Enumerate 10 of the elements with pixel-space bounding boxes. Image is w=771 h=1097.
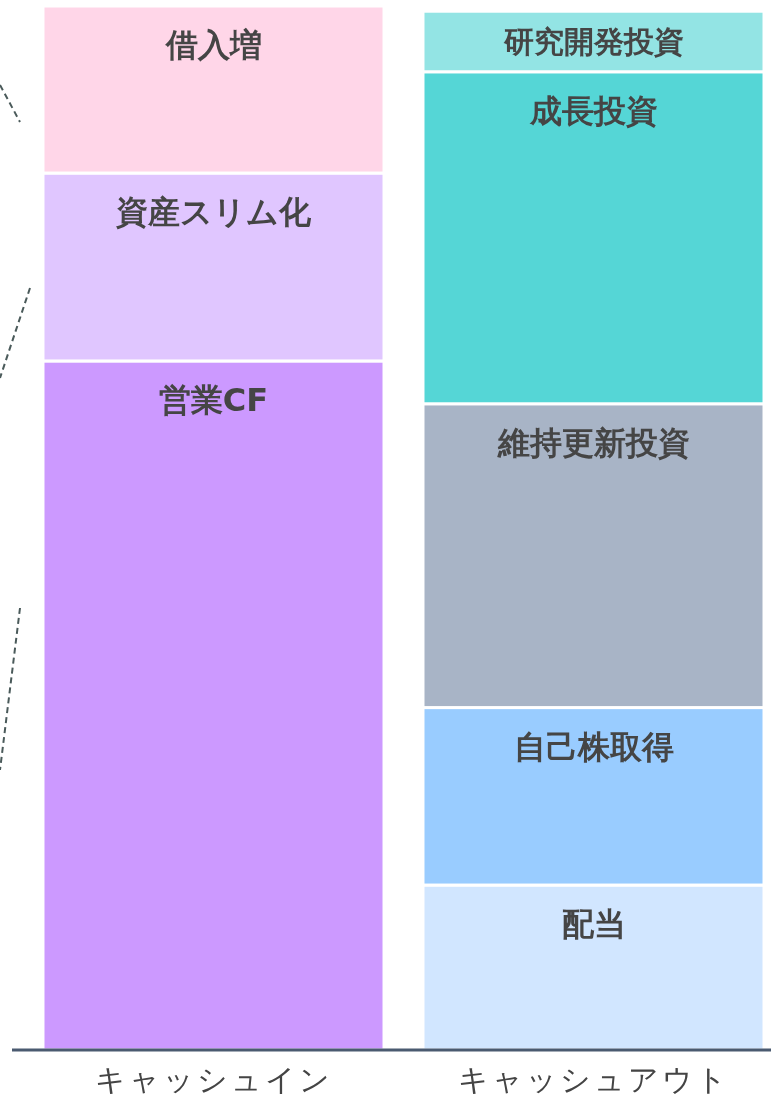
series-label: 維持更新投資: [496, 423, 690, 462]
series-label: 配当: [561, 905, 626, 944]
series-label: 研究開発投資: [502, 24, 684, 60]
x-tick-label: キャッシュイン: [94, 1062, 333, 1097]
series-label: 成長投資: [528, 91, 658, 130]
series-label: 営業CF: [158, 380, 269, 419]
series-label: 借入増: [164, 26, 262, 64]
series-label: 資産スリム化: [115, 193, 312, 232]
series-label: 自己株取得: [513, 727, 674, 766]
x-tick-label: キャッシュアウト: [457, 1062, 730, 1097]
